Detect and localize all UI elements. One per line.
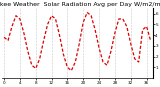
Title: Milwaukee Weather  Solar Radiation Avg per Day W/m2/minute: Milwaukee Weather Solar Radiation Avg pe…	[0, 2, 160, 7]
